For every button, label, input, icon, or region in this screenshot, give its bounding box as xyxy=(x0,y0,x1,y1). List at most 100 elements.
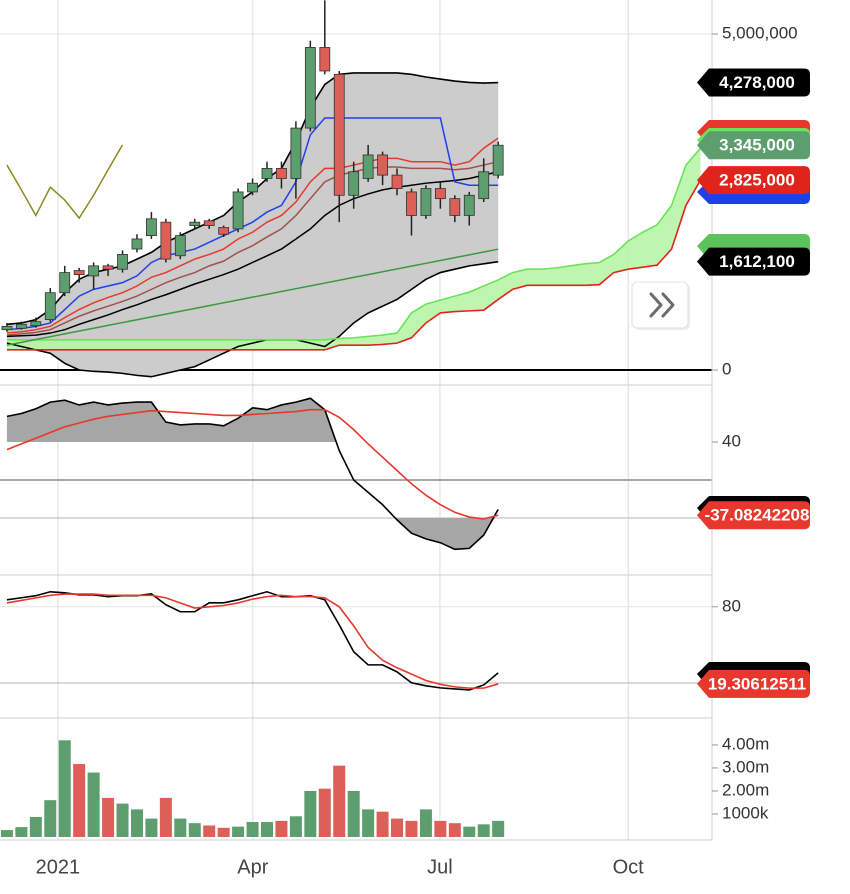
y-tick-label: 3.00m xyxy=(722,757,769,776)
volume-bar xyxy=(15,827,28,837)
candle-body xyxy=(218,227,230,235)
volume-bar xyxy=(347,790,360,837)
candle-body xyxy=(247,182,258,193)
badge-shape xyxy=(697,68,810,97)
volume-bar xyxy=(203,825,216,837)
volume-bar xyxy=(434,820,447,837)
volume-bar xyxy=(246,822,259,837)
cloud-upper xyxy=(6,147,702,341)
volume-bar xyxy=(232,826,245,837)
candle-body xyxy=(261,168,273,179)
x-tick-label: Apr xyxy=(237,856,268,878)
candle-body xyxy=(44,292,56,321)
x-tick-label: Oct xyxy=(613,856,645,878)
badge-shape xyxy=(697,131,810,160)
badge-shape xyxy=(697,247,810,276)
volume-bar xyxy=(333,765,346,837)
volume-bar xyxy=(174,818,187,837)
y-tick-label: 40 xyxy=(722,431,741,450)
y-tick-label: 5,000,000 xyxy=(722,23,798,42)
candle-body xyxy=(420,188,432,216)
volume-bar xyxy=(145,818,158,837)
candle-body xyxy=(406,191,417,216)
volume-bar xyxy=(448,823,461,837)
badge-label: -37.08242208 xyxy=(705,506,810,525)
candle-body xyxy=(102,265,114,270)
volume-bar xyxy=(477,824,490,837)
candle-body xyxy=(160,221,172,260)
candle-body xyxy=(276,168,287,179)
volume-bar xyxy=(217,827,230,837)
badge-label: 3,345,000 xyxy=(719,136,795,155)
line-series xyxy=(6,593,499,689)
badge-shape xyxy=(697,669,810,698)
candle-body xyxy=(290,127,302,179)
candle-body xyxy=(117,254,128,270)
candle-body xyxy=(131,238,143,250)
volume-bar xyxy=(289,816,302,837)
volume-bar xyxy=(58,740,71,837)
candle-body xyxy=(232,191,244,230)
candle-body xyxy=(73,270,85,275)
volume-bar xyxy=(0,830,13,837)
volume-bar xyxy=(275,820,288,837)
y-tick-label: 2.00m xyxy=(722,780,769,799)
badge-label: 2,825,000 xyxy=(719,171,795,190)
badge-label: 19.30612511 xyxy=(708,674,806,693)
candle-body xyxy=(146,218,157,237)
volume-bar xyxy=(419,809,432,837)
volume-bar xyxy=(130,809,143,837)
badge-shape xyxy=(697,166,810,195)
chevron-icon xyxy=(649,292,675,318)
y-tick-label: 80 xyxy=(722,596,741,615)
candle-body xyxy=(362,154,374,179)
overlay-line xyxy=(6,117,499,331)
x-tick-label: 2021 xyxy=(36,856,81,878)
badge-layer: 4,278,000 3,345,000 1,612,100 2,825,000 -37.… xyxy=(697,68,810,698)
badge-label: 4,278,000 xyxy=(719,73,795,92)
scroll-button[interactable] xyxy=(631,281,690,330)
candle-body xyxy=(478,171,490,200)
badge-label: 1,612,100 xyxy=(719,252,795,271)
y-tick-label: 0 xyxy=(722,359,731,378)
volume-bar xyxy=(463,826,476,837)
mark-layer xyxy=(0,0,702,837)
cloud-lower xyxy=(6,179,702,351)
volume-bar xyxy=(29,816,42,837)
volume-bar xyxy=(188,823,201,837)
candle-body xyxy=(88,265,100,277)
overlay-line xyxy=(6,171,499,338)
candle-body xyxy=(449,198,461,216)
volume-bar xyxy=(73,764,86,837)
candle-body xyxy=(189,221,201,226)
candle-body xyxy=(1,325,13,331)
candle-body xyxy=(304,47,316,129)
overlay-line xyxy=(6,144,124,220)
volume-bar xyxy=(44,800,57,837)
volume-bar xyxy=(318,788,331,837)
candle-body xyxy=(59,272,71,294)
candle-body xyxy=(203,220,215,226)
volume-bar xyxy=(261,822,273,837)
volume-bar xyxy=(405,820,418,837)
volume-bar xyxy=(362,809,375,837)
candle-body xyxy=(319,47,331,72)
band-lower xyxy=(6,260,499,378)
candle-body xyxy=(492,144,504,176)
volume-bar xyxy=(87,772,100,837)
candle-body xyxy=(174,235,186,257)
badge-shape xyxy=(697,501,810,530)
candle-body xyxy=(30,321,42,327)
candle-body xyxy=(434,188,446,200)
candle-body xyxy=(377,154,388,176)
axis-layer: 2021 Apr Jul Oct 0 5,000,000 40 80 1000k 2.00m 3.0… xyxy=(36,23,798,878)
y-tick-label: 4.00m xyxy=(722,734,769,753)
overlay-line xyxy=(6,160,499,336)
candle-body xyxy=(15,323,27,329)
volume-bar xyxy=(102,797,115,837)
band-fill xyxy=(6,72,499,377)
candle-body xyxy=(348,171,360,196)
volume-bar xyxy=(304,790,317,837)
